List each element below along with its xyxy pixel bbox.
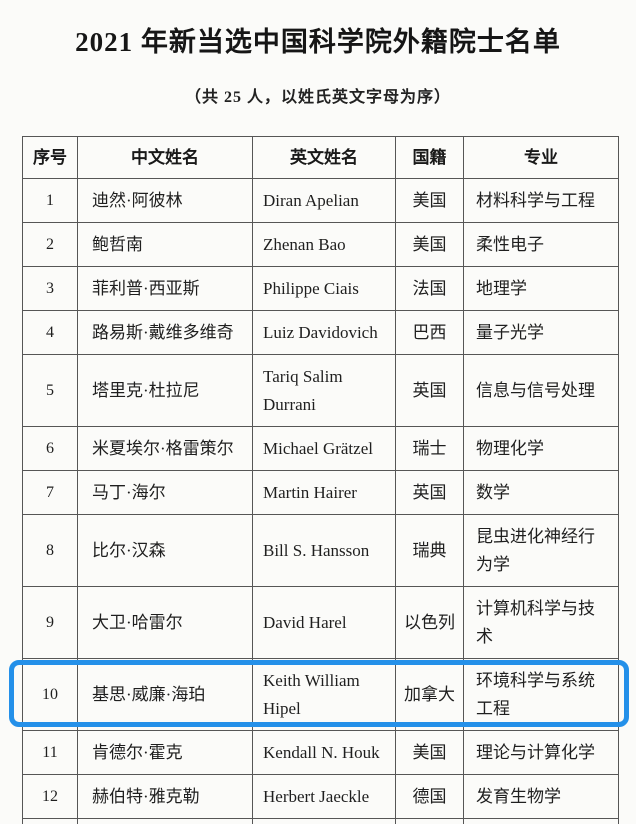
cell-no: 3	[22, 266, 78, 311]
cell-no: 12	[22, 774, 78, 819]
table-row: 4 路易斯·戴维多维奇 Luiz Davidovich 巴西 量子光学	[22, 310, 619, 355]
cell-chinese-name: 路易斯·戴维多维奇	[77, 310, 253, 355]
cell-no: 8	[22, 514, 78, 587]
cell-nationality: 以色列	[395, 586, 464, 659]
cell-english-name: Keith William Hipel	[252, 658, 396, 731]
cell-english-name: Diran Apelian	[252, 178, 396, 223]
table-row: 9 大卫·哈雷尔 David Harel 以色列 计算机科学与技术	[22, 586, 619, 659]
cell-no: 9	[22, 586, 78, 659]
table-row-partial	[22, 818, 619, 824]
cell-major: 理论与计算化学	[463, 730, 619, 775]
page-subtitle: （共 25 人，以姓氏英文字母为序）	[184, 89, 451, 106]
table-row: 5 塔里克·杜拉尼 Tariq Salim Durrani 英国 信息与信号处理	[22, 354, 619, 427]
cell-nationality: 美国	[395, 222, 464, 267]
cell-chinese-name: 马丁·海尔	[77, 470, 253, 515]
cell-chinese-name: 基思·威廉·海珀	[77, 658, 253, 731]
cell-no	[22, 818, 78, 824]
cell-english-name: Zhenan Bao	[252, 222, 396, 267]
academicians-table: 序号 中文姓名 英文姓名 国籍 专业 1 迪然·阿彼林 Diran Apelia…	[22, 136, 619, 824]
table-row-highlighted: 10 基思·威廉·海珀 Keith William Hipel 加拿大 环境科学…	[22, 658, 619, 731]
table-row: 11 肯德尔·霍克 Kendall N. Houk 美国 理论与计算化学	[22, 730, 619, 775]
cell-english-name: Luiz Davidovich	[252, 310, 396, 355]
cell-english-name: Kendall N. Houk	[252, 730, 396, 775]
table-row: 12 赫伯特·雅克勒 Herbert Jaeckle 德国 发育生物学	[22, 774, 619, 819]
header-major: 专业	[463, 136, 619, 179]
cell-no: 1	[22, 178, 78, 223]
cell-chinese-name: 米夏埃尔·格雷策尔	[77, 426, 253, 471]
header-no: 序号	[22, 136, 78, 179]
cell-major: 量子光学	[463, 310, 619, 355]
cell-major: 环境科学与系统工程	[463, 658, 619, 731]
cell-major: 信息与信号处理	[463, 354, 619, 427]
cell-english-name: Michael Grätzel	[252, 426, 396, 471]
cell-major: 地理学	[463, 266, 619, 311]
cell-major: 数学	[463, 470, 619, 515]
cell-english-name	[252, 818, 396, 824]
table-row: 3 菲利普·西亚斯 Philippe Ciais 法国 地理学	[22, 266, 619, 311]
document-page: { "document": { "title": "2021 年新当选中国科学院…	[0, 20, 636, 824]
cell-chinese-name: 赫伯特·雅克勒	[77, 774, 253, 819]
cell-chinese-name: 鲍哲南	[77, 222, 253, 267]
cell-major: 物理化学	[463, 426, 619, 471]
cell-nationality: 英国	[395, 470, 464, 515]
cell-english-name: Philippe Ciais	[252, 266, 396, 311]
cell-major	[463, 818, 619, 824]
cell-english-name: Martin Hairer	[252, 470, 396, 515]
cell-nationality: 美国	[395, 730, 464, 775]
cell-no: 4	[22, 310, 78, 355]
header-english-name: 英文姓名	[252, 136, 396, 179]
cell-nationality: 瑞士	[395, 426, 464, 471]
cell-nationality: 美国	[395, 178, 464, 223]
cell-no: 5	[22, 354, 78, 427]
cell-major: 计算机科学与技术	[463, 586, 619, 659]
cell-no: 11	[22, 730, 78, 775]
cell-nationality: 巴西	[395, 310, 464, 355]
table-row: 6 米夏埃尔·格雷策尔 Michael Grätzel 瑞士 物理化学	[22, 426, 619, 471]
cell-chinese-name	[77, 818, 253, 824]
cell-chinese-name: 比尔·汉森	[77, 514, 253, 587]
cell-chinese-name: 肯德尔·霍克	[77, 730, 253, 775]
cell-major: 昆虫进化神经行为学	[463, 514, 619, 587]
cell-nationality: 英国	[395, 354, 464, 427]
cell-nationality	[395, 818, 464, 824]
cell-nationality: 加拿大	[395, 658, 464, 731]
cell-chinese-name: 塔里克·杜拉尼	[77, 354, 253, 427]
table-row: 1 迪然·阿彼林 Diran Apelian 美国 材料科学与工程	[22, 178, 619, 223]
page-title: 2021 年新当选中国科学院外籍院士名单	[75, 27, 561, 57]
cell-major: 材料科学与工程	[463, 178, 619, 223]
cell-nationality: 法国	[395, 266, 464, 311]
table-row: 2 鲍哲南 Zhenan Bao 美国 柔性电子	[22, 222, 619, 267]
table-wrapper: 序号 中文姓名 英文姓名 国籍 专业 1 迪然·阿彼林 Diran Apelia…	[8, 136, 629, 824]
cell-english-name: Herbert Jaeckle	[252, 774, 396, 819]
cell-no: 6	[22, 426, 78, 471]
cell-chinese-name: 大卫·哈雷尔	[77, 586, 253, 659]
cell-english-name: Bill S. Hansson	[252, 514, 396, 587]
table-row: 8 比尔·汉森 Bill S. Hansson 瑞典 昆虫进化神经行为学	[22, 514, 619, 587]
cell-chinese-name: 菲利普·西亚斯	[77, 266, 253, 311]
cell-no: 2	[22, 222, 78, 267]
cell-english-name: Tariq Salim Durrani	[252, 354, 396, 427]
cell-no: 7	[22, 470, 78, 515]
cell-major: 发育生物学	[463, 774, 619, 819]
cell-no: 10	[22, 658, 78, 731]
cell-nationality: 瑞典	[395, 514, 464, 587]
cell-chinese-name: 迪然·阿彼林	[77, 178, 253, 223]
cell-major: 柔性电子	[463, 222, 619, 267]
table-row: 7 马丁·海尔 Martin Hairer 英国 数学	[22, 470, 619, 515]
header-chinese-name: 中文姓名	[77, 136, 253, 179]
table-header-row: 序号 中文姓名 英文姓名 国籍 专业	[22, 136, 619, 179]
cell-english-name: David Harel	[252, 586, 396, 659]
header-nationality: 国籍	[395, 136, 464, 179]
cell-nationality: 德国	[395, 774, 464, 819]
